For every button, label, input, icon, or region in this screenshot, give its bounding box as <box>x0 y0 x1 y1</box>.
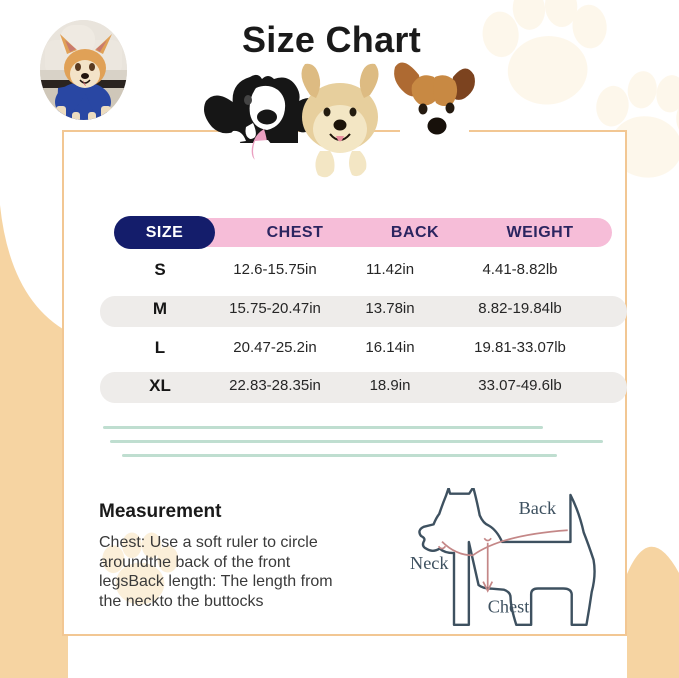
svg-text:Chest: Chest <box>488 597 530 617</box>
svg-text:Back: Back <box>519 498 557 518</box>
